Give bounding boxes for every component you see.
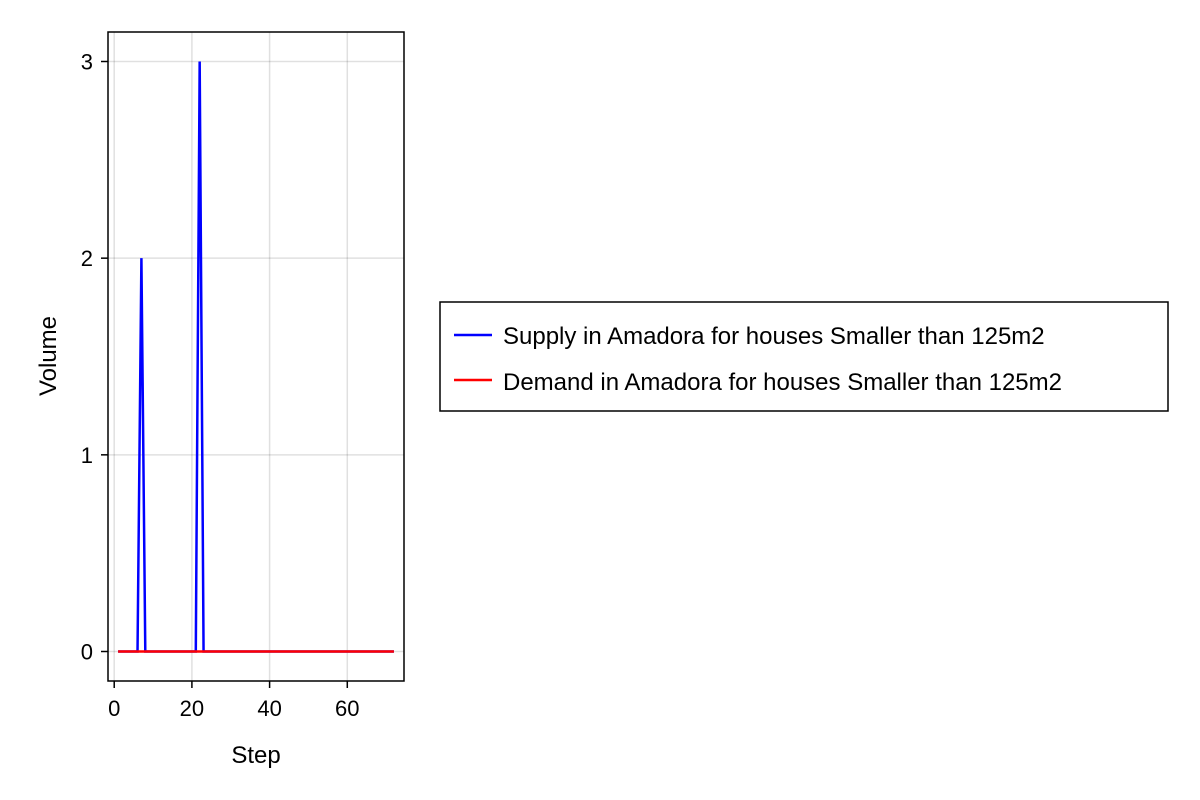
x-tick-label: 0 xyxy=(108,696,120,721)
ticks-group: 0 20 40 60 0 1 2 3 xyxy=(81,50,360,722)
legend-label-supply: Supply in Amadora for houses Smaller tha… xyxy=(503,323,1045,350)
x-tick-label: 40 xyxy=(257,696,281,721)
x-tick-label: 20 xyxy=(180,696,204,721)
legend-label-demand: Demand in Amadora for houses Smaller tha… xyxy=(503,369,1062,396)
y-tick-label: 3 xyxy=(81,50,93,75)
y-axis-label: Volume xyxy=(35,316,62,396)
y-tick-label: 2 xyxy=(81,246,93,271)
x-axis-label: Step xyxy=(231,742,280,769)
x-tick-label: 60 xyxy=(335,696,359,721)
y-tick-label: 0 xyxy=(81,640,93,665)
legend-box xyxy=(439,301,1169,412)
grid xyxy=(108,32,404,681)
series-group xyxy=(118,61,394,653)
plot-frame xyxy=(107,31,405,682)
legend: Supply in Amadora for houses Smaller tha… xyxy=(439,301,1169,412)
y-tick-label: 1 xyxy=(81,443,93,468)
